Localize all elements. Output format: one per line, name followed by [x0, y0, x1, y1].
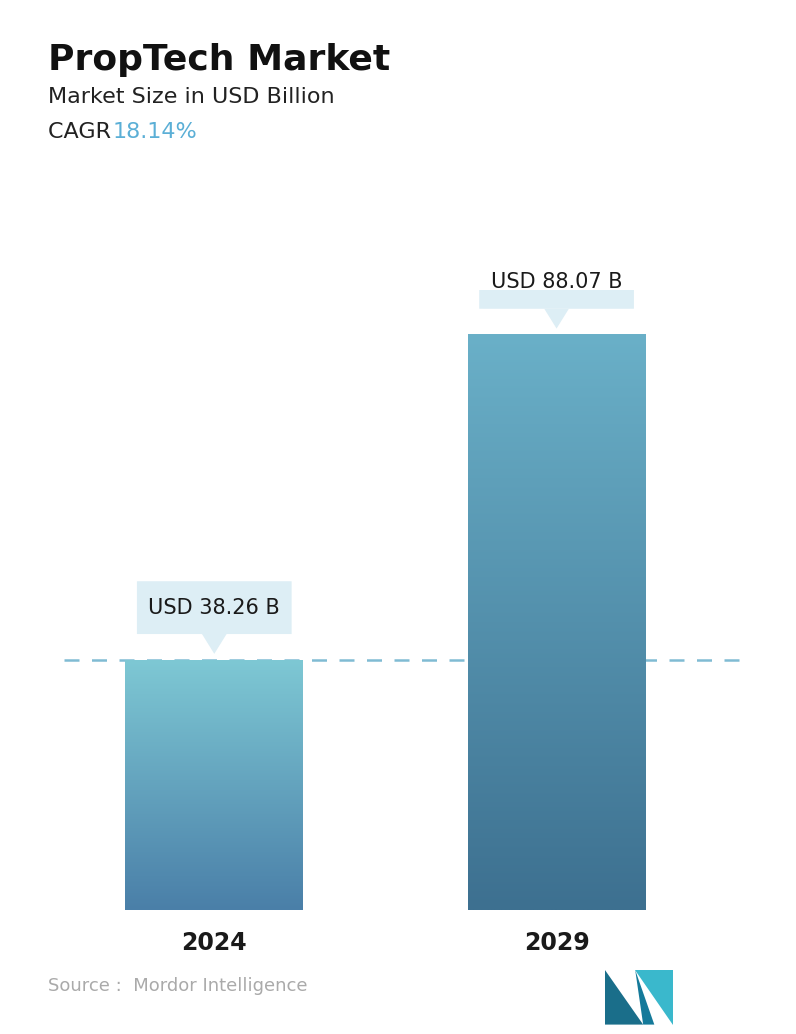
Polygon shape	[202, 634, 227, 653]
Text: CAGR: CAGR	[48, 122, 125, 142]
Polygon shape	[635, 970, 673, 1025]
Polygon shape	[605, 970, 643, 1025]
Text: USD 38.26 B: USD 38.26 B	[148, 598, 280, 617]
Text: PropTech Market: PropTech Market	[48, 43, 390, 78]
FancyBboxPatch shape	[479, 256, 634, 309]
FancyBboxPatch shape	[137, 581, 291, 634]
Text: Market Size in USD Billion: Market Size in USD Billion	[48, 87, 334, 107]
Polygon shape	[635, 970, 654, 1025]
Polygon shape	[544, 309, 569, 329]
Text: 18.14%: 18.14%	[113, 122, 197, 142]
Text: USD 88.07 B: USD 88.07 B	[491, 272, 622, 293]
Text: Source :  Mordor Intelligence: Source : Mordor Intelligence	[48, 977, 307, 995]
